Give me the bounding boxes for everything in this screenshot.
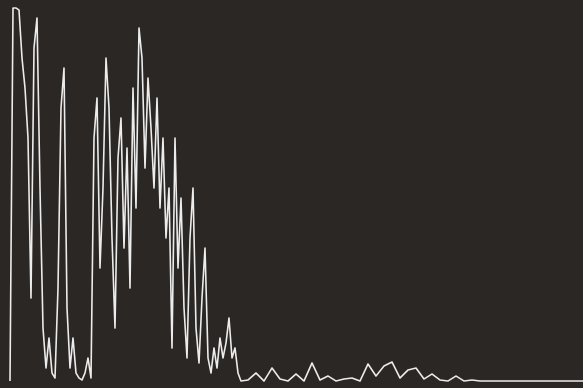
trace-line xyxy=(9,7,583,382)
